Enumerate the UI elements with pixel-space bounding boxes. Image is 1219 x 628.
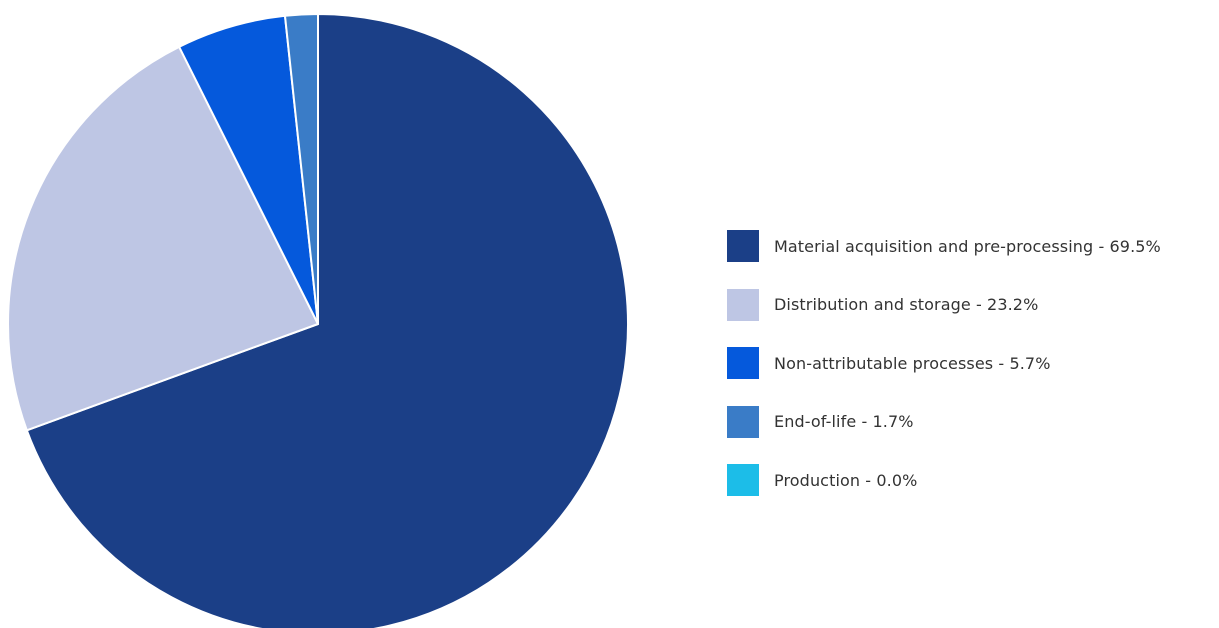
- legend: Material acquisition and pre-processing …: [727, 230, 1207, 523]
- legend-swatch: [727, 405, 759, 438]
- legend-item-distribution-storage: Distribution and storage - 23.2%: [727, 288, 1207, 321]
- legend-swatch: [727, 230, 759, 262]
- legend-item-non-attributable: Non-attributable processes - 5.7%: [727, 347, 1207, 379]
- legend-item-production: Production - 0.0%: [727, 464, 1207, 496]
- legend-label: Production - 0.0%: [774, 470, 918, 490]
- pie-slice-distribution-storage: [7, 45, 319, 432]
- legend-label: End-of-life - 1.7%: [774, 412, 914, 431]
- legend-item-material-acquisition: Material acquisition and pre-processing …: [727, 230, 1207, 262]
- legend-label: Material acquisition and pre-processing …: [774, 236, 1161, 256]
- pie-chart: [7, 12, 629, 628]
- pie-slice-end-of-life: [283, 12, 319, 325]
- legend-label: Non-attributable processes - 5.7%: [774, 353, 1051, 373]
- legend-item-end-of-life: End-of-life - 1.7%: [727, 405, 1207, 438]
- legend-swatch: [727, 464, 759, 496]
- legend-label: Distribution and storage - 23.2%: [774, 295, 1039, 314]
- pie-slice-material-acquisition: [25, 13, 629, 628]
- legend-swatch: [727, 288, 759, 321]
- legend-swatch: [727, 347, 759, 379]
